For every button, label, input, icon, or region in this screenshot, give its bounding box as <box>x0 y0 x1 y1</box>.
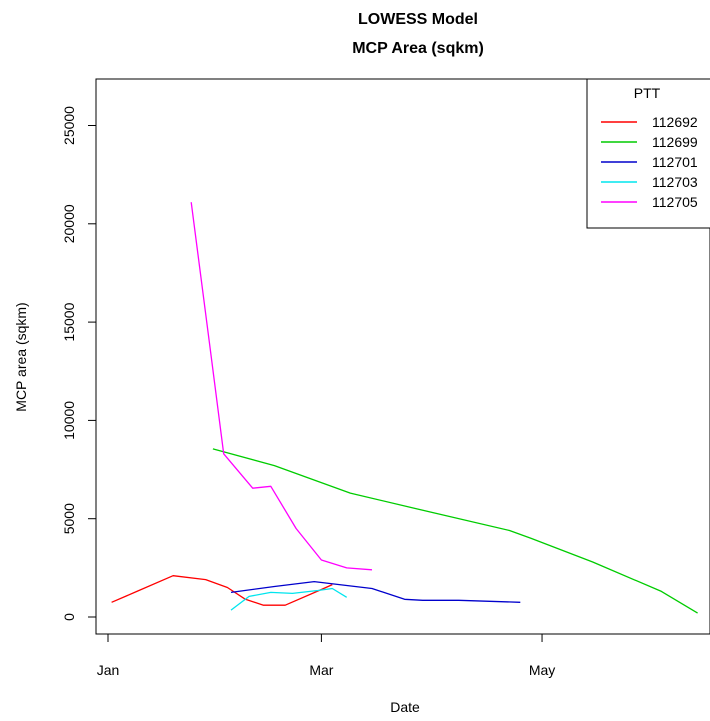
legend-label-112703: 112703 <box>652 174 698 190</box>
legend-label-112699: 112699 <box>652 134 698 150</box>
legend-label-112701: 112701 <box>652 154 698 170</box>
x-tick-label: Jan <box>97 662 120 678</box>
y-tick-label: 20000 <box>61 204 77 243</box>
y-tick-label: 0 <box>61 613 77 621</box>
series-line-112701 <box>230 580 521 603</box>
x-axis: Jan Mar May <box>97 633 555 678</box>
series-layer <box>111 202 698 614</box>
chart-title: LOWESS Model <box>358 11 478 28</box>
x-tick-label: May <box>529 662 555 678</box>
y-tick-label: 5000 <box>61 503 77 534</box>
y-tick-label: 25000 <box>61 106 77 145</box>
legend-box <box>586 78 710 229</box>
legend: PTT 112692 112699 112701 112703 112705 <box>586 78 710 229</box>
y-tick-label: 10000 <box>61 401 77 440</box>
series-line-112699 <box>212 448 698 614</box>
x-axis-label: Date <box>390 699 420 715</box>
legend-title: PTT <box>634 85 661 101</box>
series-line-112703 <box>230 587 348 611</box>
legend-label-112692: 112692 <box>652 114 698 130</box>
chart-subtitle: MCP Area (sqkm) <box>352 40 484 57</box>
x-tick-label: Mar <box>309 662 333 678</box>
series-line-112705 <box>190 202 373 571</box>
y-axis: 0 5000 10000 15000 20000 25000 <box>61 106 97 621</box>
legend-label-112705: 112705 <box>652 194 698 210</box>
series-line-112692 <box>111 575 333 606</box>
y-axis-label: MCP area (sqkm) <box>13 302 29 411</box>
y-tick-label: 15000 <box>61 302 77 341</box>
